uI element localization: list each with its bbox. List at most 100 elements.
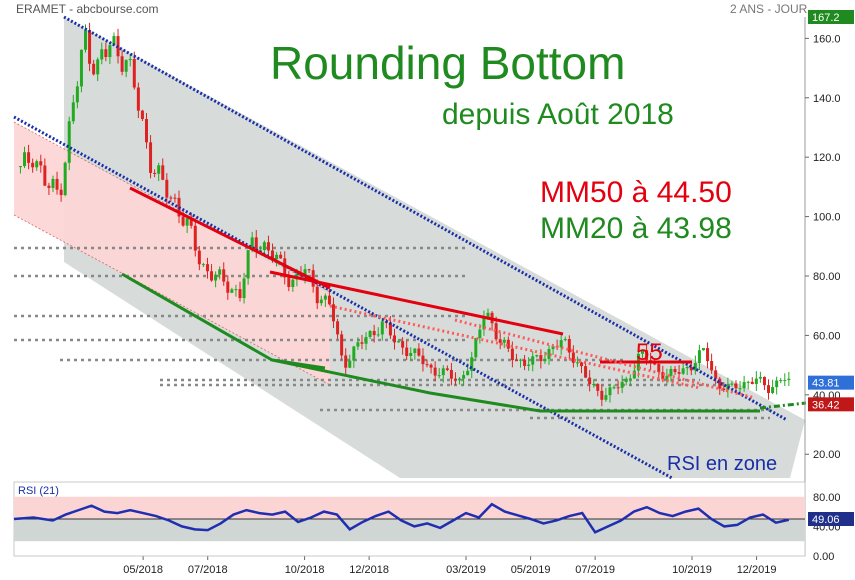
candle-body [421, 355, 425, 365]
candle-body [132, 59, 136, 88]
candle-body [502, 339, 506, 343]
rounding-bottom-line [121, 272, 760, 413]
candle-body [710, 361, 714, 371]
price-last-label: 43.81 [812, 378, 840, 390]
candle-body [401, 341, 405, 348]
candle-body [397, 341, 401, 343]
y-tick-label: 100.0 [813, 212, 841, 224]
candle-body [352, 346, 356, 361]
candle-body [718, 378, 722, 389]
candle-body [120, 56, 124, 72]
candle-body [767, 385, 771, 393]
candle-body [27, 152, 31, 163]
candle-body [275, 254, 279, 260]
candle-body [218, 269, 222, 275]
rsi-line [13, 502, 790, 534]
mm50-line-upper [129, 186, 331, 290]
candle-body [775, 380, 779, 388]
candle-body [453, 378, 457, 381]
candle-body [783, 380, 787, 382]
channel-lower-line [13, 115, 673, 480]
candle-body [523, 359, 527, 366]
rsi-tick-label: 0.00 [813, 551, 834, 563]
price-max-label: 167.2 [812, 12, 840, 24]
y-tick-label: 20.00 [813, 449, 841, 461]
candle-body [575, 362, 579, 364]
candle-body [348, 360, 352, 368]
candle-body [742, 382, 746, 389]
candle-body [368, 330, 372, 337]
candle-body [380, 321, 384, 335]
candle-body [506, 339, 510, 349]
candle-body [673, 368, 677, 373]
candle-body [445, 368, 449, 370]
candle-body [283, 258, 287, 278]
rsi-zone-annotation: RSI en zone [667, 453, 778, 475]
candle-body [722, 388, 726, 391]
candle-body [193, 225, 197, 251]
candle-body [514, 360, 518, 362]
candle-body [470, 357, 474, 371]
candle-body [112, 36, 116, 46]
x-tick-label: 12/2019 [737, 564, 777, 576]
candle-body [665, 375, 669, 380]
candle-body [234, 289, 238, 291]
candle-body [157, 165, 161, 174]
candle-body [697, 350, 701, 363]
candle-body [779, 380, 783, 382]
candle-body [169, 197, 173, 199]
candle-body [628, 378, 632, 380]
price-max-label-bg [808, 10, 854, 24]
candle-body [701, 348, 705, 351]
candle-body [543, 359, 547, 362]
rsi-overbought-zone [14, 496, 805, 519]
candle-body [746, 381, 750, 383]
candle-body [210, 271, 214, 281]
candle-body [250, 237, 254, 251]
mm50-dotted-line [329, 304, 701, 390]
channel-upper-line [63, 15, 788, 422]
candle-body [230, 289, 234, 293]
candle-body [604, 395, 608, 400]
candle-body [706, 348, 710, 362]
candle-body [486, 312, 490, 318]
candle-body [124, 60, 128, 72]
rsi-tick-label: 80.00 [813, 492, 841, 504]
candle-body [173, 197, 177, 199]
candle-body [108, 45, 112, 58]
candle-body [527, 364, 531, 366]
candle-body [762, 376, 766, 386]
price-low-label: 36.42 [812, 399, 840, 411]
candle-body [51, 178, 55, 188]
candle-body [185, 218, 189, 226]
candle-body [332, 304, 336, 322]
candle-body [433, 367, 437, 376]
candle-body [388, 322, 392, 336]
candle-body [693, 362, 697, 371]
candle-body [279, 254, 283, 259]
rsi-title: RSI (21) [18, 485, 59, 497]
resistance-55-label: 55 [636, 339, 663, 366]
candle-body [510, 348, 514, 361]
trendlines [13, 15, 807, 480]
candle-body [319, 299, 323, 304]
candle-body [88, 30, 92, 64]
candle-body [441, 368, 445, 376]
candle-body [75, 86, 79, 103]
candle-body [100, 49, 104, 60]
candle-body [449, 369, 453, 379]
candle-body [689, 366, 693, 371]
candle-body [360, 342, 364, 344]
x-tick-label: 10/2018 [285, 564, 325, 576]
candle-body [161, 165, 165, 180]
candle-body [104, 49, 108, 58]
x-tick-label: 05/2018 [123, 564, 163, 576]
candle-body [307, 269, 311, 271]
x-tick-label: 03/2019 [446, 564, 486, 576]
candle-body [144, 119, 148, 143]
rsi-last-bg [808, 512, 854, 526]
candle-body [79, 49, 83, 87]
candle-body [669, 368, 673, 376]
y-tick-label: 140.0 [813, 93, 841, 105]
